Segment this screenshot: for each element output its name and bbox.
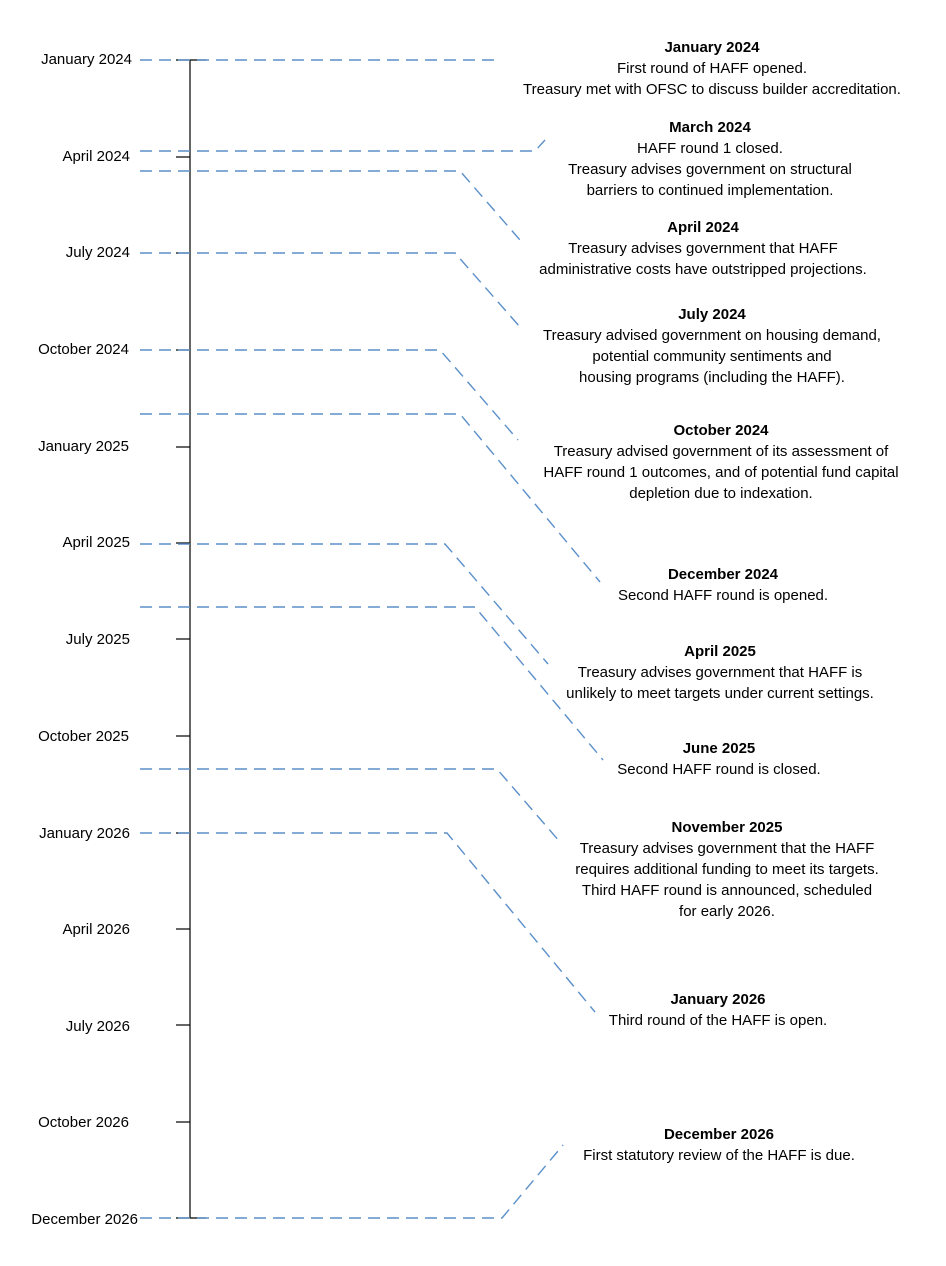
event-block: December 2024 Second HAFF round is opened… xyxy=(618,566,828,604)
event-block: January 2026 Third round of the HAFF is o… xyxy=(609,991,827,1029)
event-description: housing programs (including the HAFF). xyxy=(579,369,845,386)
event-block: April 2025 Treasury advises government th… xyxy=(566,643,874,702)
event-block: March 2024 HAFF round 1 closed. Treasury a… xyxy=(568,119,852,199)
axis-label: January 2026 xyxy=(39,825,130,842)
axis-label: July 2024 xyxy=(66,244,130,261)
event-description: unlikely to meet targets under current s… xyxy=(566,685,874,702)
event-description: Third round of the HAFF is open. xyxy=(609,1012,827,1029)
event-description: Second HAFF round is closed. xyxy=(617,761,820,778)
event-description: potential community sentiments and xyxy=(592,348,831,365)
event-date: April 2024 xyxy=(667,219,739,236)
event-block: December 2026 First statutory review of t… xyxy=(583,1126,855,1164)
event-block: January 2024 First round of HAFF opened. T… xyxy=(523,39,901,98)
event-description: Treasury advises government that HAFF xyxy=(568,240,838,257)
event-description: Treasury advised government of its asses… xyxy=(554,443,889,460)
event-description: Third HAFF round is announced, scheduled xyxy=(582,882,872,899)
event-date: July 2024 xyxy=(678,306,746,323)
axis-label: January 2024 xyxy=(41,51,132,68)
event-date: December 2024 xyxy=(668,566,779,583)
event-connector xyxy=(140,139,546,152)
event-date: April 2025 xyxy=(684,643,756,660)
event-date: January 2026 xyxy=(670,991,765,1008)
event-block: October 2024 Treasury advised government … xyxy=(543,422,898,502)
event-description: Treasury advises government on structura… xyxy=(568,161,852,178)
event-description: Treasury met with OFSC to discuss builde… xyxy=(523,81,901,98)
event-description: barriers to continued implementation. xyxy=(587,182,834,199)
event-description: Treasury advises government that HAFF is xyxy=(578,664,863,681)
axis-label: December 2026 xyxy=(31,1211,138,1228)
event-description: for early 2026. xyxy=(679,903,775,920)
event-description: First statutory review of the HAFF is du… xyxy=(583,1147,855,1164)
axis-label: July 2026 xyxy=(66,1018,130,1035)
event-connector xyxy=(140,768,561,843)
event-connector xyxy=(140,1144,564,1219)
event-connector xyxy=(140,252,521,328)
axis-label: July 2025 xyxy=(66,631,130,648)
event-description: Second HAFF round is opened. xyxy=(618,587,828,604)
event-block: April 2024 Treasury advises government th… xyxy=(539,219,867,278)
axis-label: January 2025 xyxy=(38,438,129,455)
axis-label: October 2025 xyxy=(38,728,129,745)
event-date: March 2024 xyxy=(669,119,751,136)
event-connector xyxy=(140,543,549,665)
event-block: June 2025 Second HAFF round is closed. xyxy=(617,740,820,778)
axis-label: October 2024 xyxy=(38,341,129,358)
event-description: depletion due to indexation. xyxy=(629,485,812,502)
event-description: Treasury advises government that the HAF… xyxy=(580,840,875,857)
event-date: October 2024 xyxy=(673,422,769,439)
event-connector xyxy=(140,606,604,761)
event-description: requires additional funding to meet its … xyxy=(575,861,879,878)
event-date: November 2025 xyxy=(672,819,783,836)
event-block: July 2024 Treasury advised government on … xyxy=(543,306,881,386)
event-description: First round of HAFF opened. xyxy=(617,60,807,77)
axis-label: April 2026 xyxy=(62,921,130,938)
event-date: June 2025 xyxy=(683,740,756,757)
event-connector xyxy=(140,413,601,583)
axis-label: April 2025 xyxy=(62,534,130,551)
event-description: HAFF round 1 closed. xyxy=(637,140,783,157)
event-block: November 2025 Treasury advises government… xyxy=(575,819,879,920)
event-date: January 2024 xyxy=(664,39,760,56)
event-description: Treasury advised government on housing d… xyxy=(543,327,881,344)
event-connector xyxy=(140,832,596,1013)
event-date: December 2026 xyxy=(664,1126,774,1143)
event-description: HAFF round 1 outcomes, and of potential … xyxy=(543,464,898,481)
axis-label: April 2024 xyxy=(62,148,130,165)
axis-label: October 2026 xyxy=(38,1114,129,1131)
event-connector xyxy=(140,170,521,241)
event-connector xyxy=(140,349,519,441)
event-description: administrative costs have outstripped pr… xyxy=(539,261,867,278)
